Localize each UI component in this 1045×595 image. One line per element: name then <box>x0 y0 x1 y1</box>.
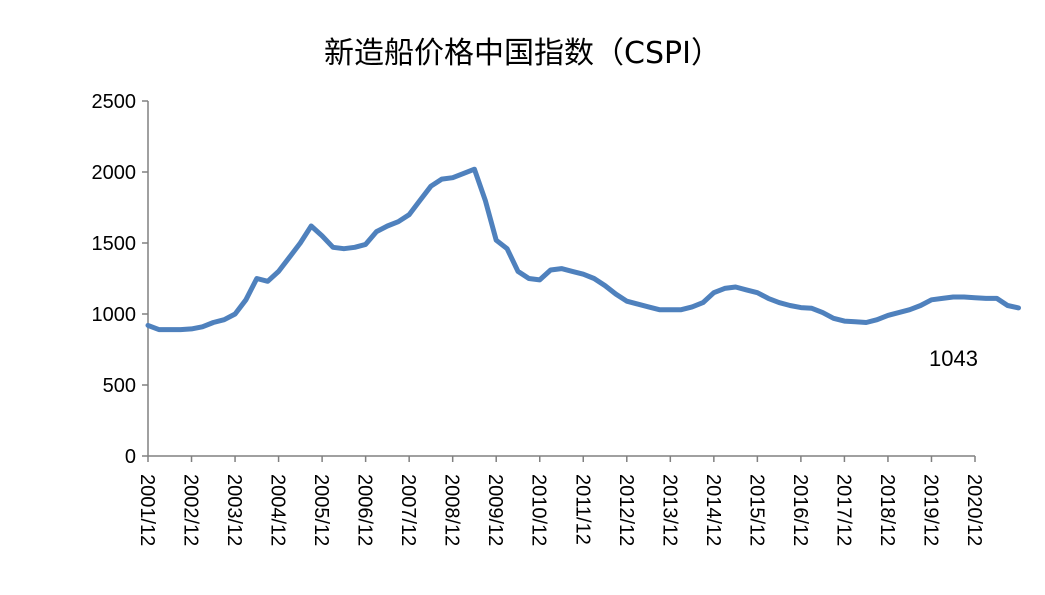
series-line <box>145 166 1021 333</box>
y-tick-label: 2500 <box>92 91 137 113</box>
x-tick-label: 2009/12 <box>484 474 506 546</box>
x-tick-label: 2012/12 <box>615 474 637 546</box>
data-label-last-value: 1043 <box>929 346 978 371</box>
chart-title: 新造船价格中国指数（CSPI） <box>324 36 721 71</box>
x-tick-label: 2014/12 <box>702 474 724 546</box>
x-tick-label: 2017/12 <box>832 474 854 546</box>
x-tick-label: 2003/12 <box>223 474 245 546</box>
x-tick-label: 2016/12 <box>789 474 811 546</box>
chart-axes <box>142 100 976 462</box>
x-tick-label: 2013/12 <box>658 474 680 546</box>
x-tick-label: 2010/12 <box>528 474 550 546</box>
y-tick-label: 500 <box>103 375 136 397</box>
x-tick-label: 2002/12 <box>180 474 202 546</box>
x-tick-label: 2008/12 <box>441 474 463 546</box>
x-tick-label: 2001/12 <box>136 474 158 546</box>
x-tick-label: 2020/12 <box>963 474 985 546</box>
y-tick-label: 2000 <box>92 162 137 184</box>
x-tick-label: 2018/12 <box>876 474 898 546</box>
chart-labels: 0 500 1000 1500 2000 2500 2001/12 2002/12 2003/1… <box>92 91 986 546</box>
y-tick-label: 1000 <box>92 304 137 326</box>
x-tick-label: 2005/12 <box>310 474 332 546</box>
x-tick-label: 2006/12 <box>354 474 376 546</box>
x-tick-label: 2011/12 <box>571 474 593 545</box>
x-tick-label: 2007/12 <box>397 474 419 546</box>
x-tick-label: 2019/12 <box>919 474 941 546</box>
y-tick-label: 0 <box>125 446 136 468</box>
x-tick-label: 2004/12 <box>267 474 289 546</box>
plot-area <box>145 166 1021 333</box>
x-tick-label: 2015/12 <box>745 474 767 546</box>
y-tick-label: 1500 <box>92 233 137 255</box>
